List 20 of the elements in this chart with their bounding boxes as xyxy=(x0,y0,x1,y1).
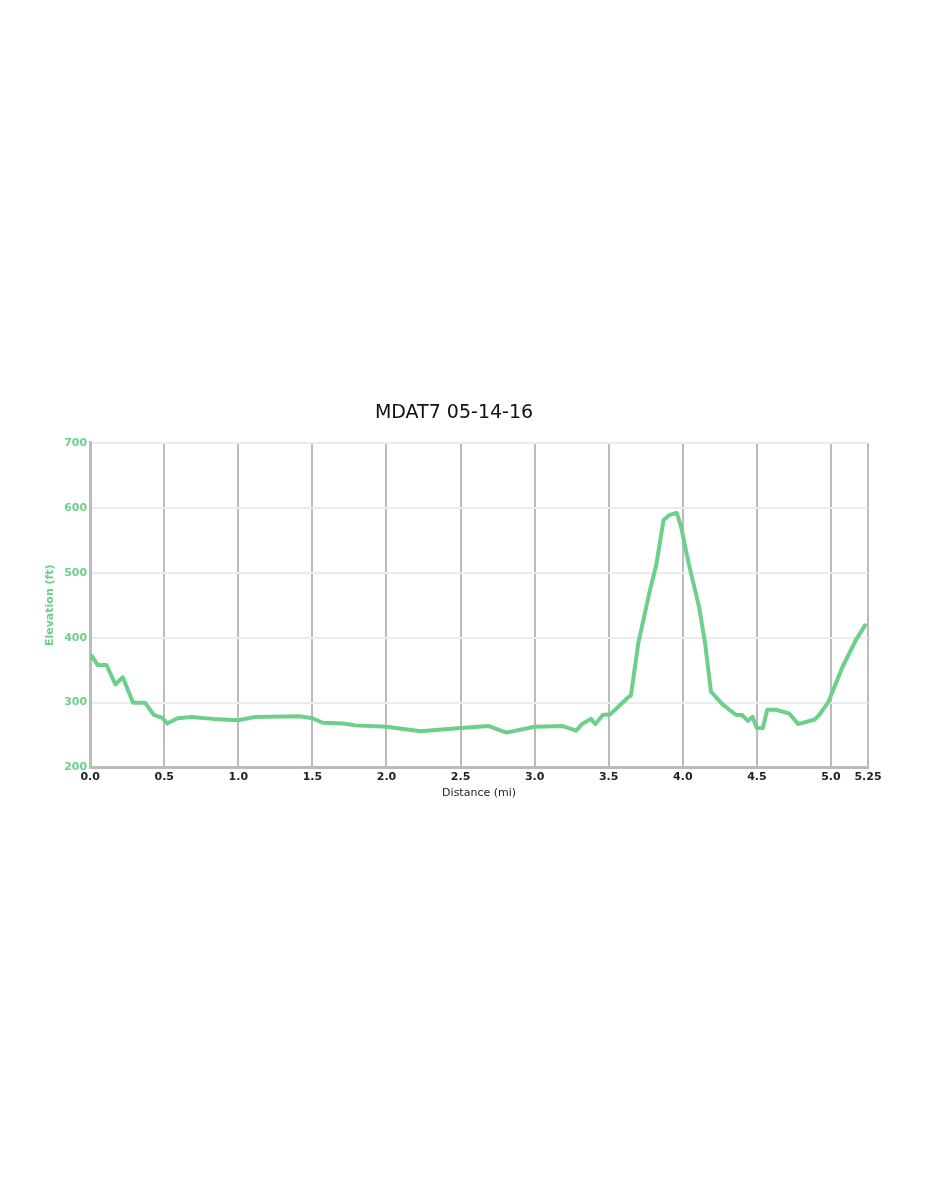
x-tick-label: 3.5 xyxy=(598,770,619,784)
x-tick-label: 4.5 xyxy=(747,770,767,784)
x-tick-label: 5.0 xyxy=(821,770,842,784)
y-axis-title: Elevation (ft) xyxy=(43,564,57,647)
x-tick-label: 3.0 xyxy=(524,770,545,784)
y-tick-label: 300 xyxy=(64,695,88,709)
x-tick-label: 0.5 xyxy=(154,770,174,784)
y-tick-label: 600 xyxy=(64,500,88,514)
chart-title: MDAT7 05-14-16 xyxy=(374,400,534,423)
x-tick-label: 2.5 xyxy=(450,770,471,784)
x-tick-label: 0.0 xyxy=(80,770,101,784)
y-tick-label: 700 xyxy=(64,435,88,449)
x-tick-label: 4.0 xyxy=(673,770,693,784)
x-tick-label: 5.25 xyxy=(854,770,882,784)
x-tick-label: 1.0 xyxy=(228,770,249,784)
y-tick-label: 500 xyxy=(64,565,88,579)
y-tick-label: 400 xyxy=(64,630,88,644)
x-axis-title: Distance (mi) xyxy=(442,786,517,800)
x-tick-label: 2.0 xyxy=(376,770,397,784)
x-tick-label: 1.5 xyxy=(302,770,323,784)
